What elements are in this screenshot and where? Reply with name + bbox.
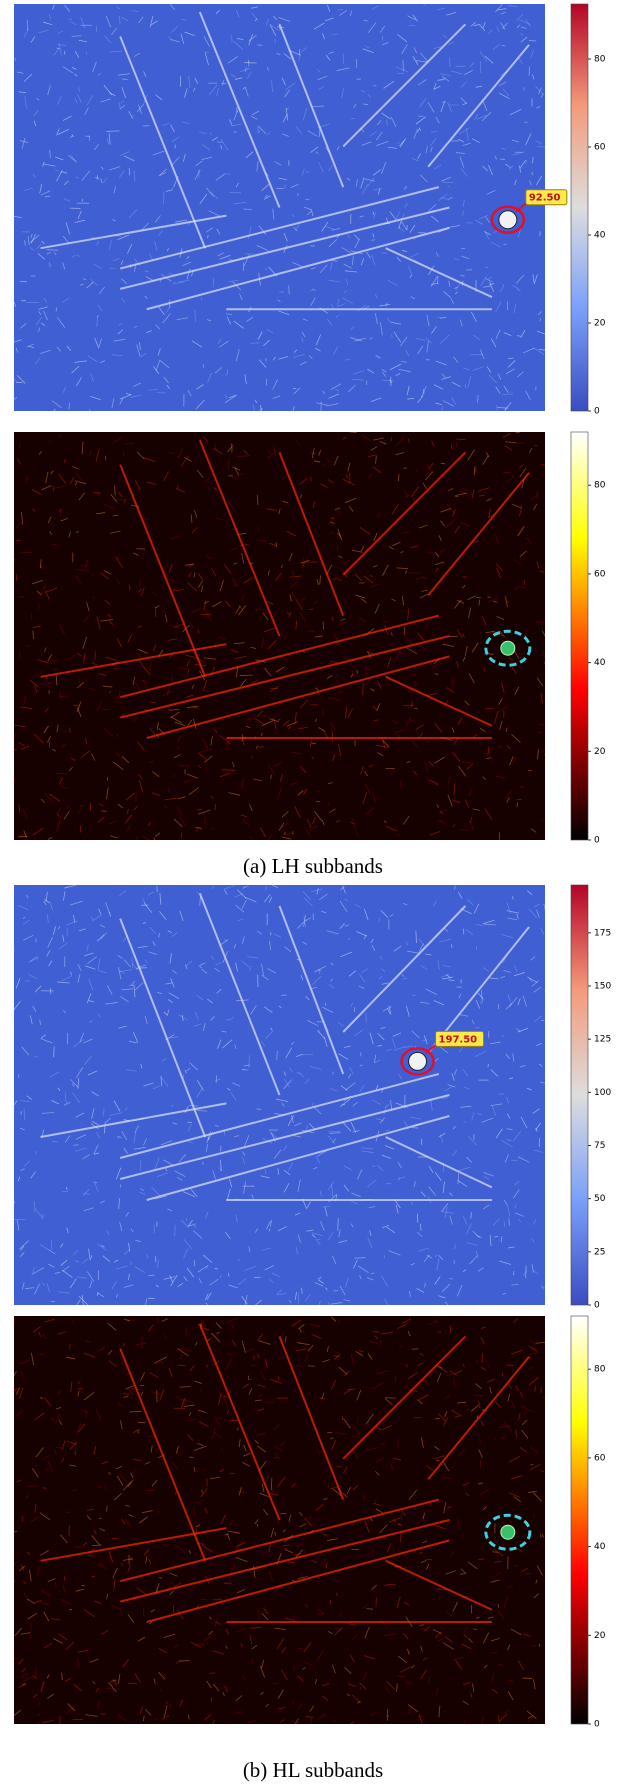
colorbar-tick-label: 20	[594, 1631, 606, 1641]
peak-marker	[409, 1052, 427, 1070]
colorbar-tick-label: 80	[594, 55, 606, 65]
texture-stroke	[391, 437, 392, 441]
peak-label: 92.50	[529, 193, 561, 204]
texture-stroke	[90, 802, 91, 810]
texture-stroke	[33, 631, 34, 639]
texture-stroke	[180, 1387, 191, 1388]
texture-stroke	[513, 1271, 514, 1275]
colorbar-tick-label: 150	[594, 982, 611, 992]
colorbar-tick-label: 175	[594, 928, 611, 938]
colorbar	[571, 4, 588, 411]
colorbar	[571, 885, 588, 1305]
texture-stroke	[244, 209, 253, 210]
colorbar-tick-label: 40	[594, 231, 606, 241]
colorbar-tick-label: 0	[594, 1301, 600, 1311]
texture-stroke	[373, 1332, 380, 1333]
colorbar-tick-label: 125	[594, 1035, 611, 1045]
texture-stroke	[417, 469, 418, 473]
texture-stroke	[478, 1305, 480, 1315]
texture-stroke	[398, 370, 402, 371]
colorbar-tick-label: 60	[594, 569, 606, 579]
texture-stroke	[445, 1724, 447, 1730]
texture-stroke	[439, 1596, 440, 1600]
colorbar-tick-label: 75	[594, 1141, 605, 1151]
texture-stroke	[169, 710, 180, 711]
colorbar-tick-label: 80	[594, 1365, 606, 1375]
texture-stroke	[397, 73, 404, 74]
highlight-dot	[501, 641, 515, 655]
colorbar-tick-label: 60	[594, 143, 606, 153]
colorbar-tick-label: 20	[594, 319, 606, 329]
texture-stroke	[540, 231, 541, 236]
colorbar-tick-label: 0	[594, 407, 600, 417]
texture-stroke	[384, 1255, 385, 1258]
texture-stroke	[372, 1166, 376, 1167]
texture-stroke	[74, 1145, 79, 1146]
texture-stroke	[373, 212, 374, 215]
texture-stroke	[96, 26, 97, 33]
texture-stroke	[60, 510, 61, 516]
colorbar-tick-label: 0	[594, 836, 600, 846]
colorbar-tick-label: 0	[594, 1720, 600, 1730]
colorbar-tick-label: 40	[594, 658, 606, 668]
texture-stroke	[363, 683, 364, 695]
texture-stroke	[330, 1600, 331, 1604]
caption: (a) LH subbands	[243, 854, 383, 878]
texture-stroke	[250, 343, 259, 344]
texture-stroke	[479, 495, 485, 496]
texture-stroke	[249, 1055, 250, 1068]
texture-stroke	[532, 1646, 536, 1647]
texture-stroke	[367, 1609, 373, 1610]
texture-stroke	[25, 240, 26, 245]
texture-stroke	[136, 791, 137, 802]
colorbar	[571, 432, 588, 840]
colorbar-tick-label: 80	[594, 481, 606, 491]
texture-stroke	[507, 1140, 512, 1141]
texture-stroke	[360, 1724, 363, 1727]
peak-label: 197.50	[439, 1034, 478, 1045]
texture-stroke	[50, 988, 51, 994]
texture-stroke	[195, 310, 196, 322]
texture-stroke	[35, 839, 40, 850]
texture-stroke	[159, 933, 160, 938]
texture-stroke	[544, 754, 551, 758]
texture-stroke	[51, 1240, 52, 1250]
colorbar-tick-label: 100	[594, 1088, 611, 1098]
colorbar	[571, 1316, 588, 1724]
colorbar-tick-label: 60	[594, 1453, 606, 1463]
texture-stroke	[116, 499, 128, 500]
colorbar-tick-label: 20	[594, 747, 606, 757]
colorbar-tick-label: 25	[594, 1247, 605, 1257]
texture-stroke	[490, 749, 491, 756]
texture-stroke	[489, 1365, 490, 1369]
peak-marker	[499, 211, 517, 229]
texture-stroke	[206, 767, 207, 770]
colorbar-tick-label: 40	[594, 1542, 606, 1552]
texture-stroke	[62, 1673, 63, 1680]
highlight-dot	[501, 1525, 515, 1539]
figure: (a) LH subbands (b) HL subbands 0 20 40 60 8…	[0, 0, 627, 1790]
texture-stroke	[222, 750, 223, 753]
texture-stroke	[443, 182, 454, 183]
caption: (b) HL subbands	[243, 1758, 383, 1782]
texture-stroke	[471, 1212, 472, 1219]
texture-stroke	[93, 574, 94, 577]
colorbar-tick-label: 50	[594, 1194, 606, 1204]
